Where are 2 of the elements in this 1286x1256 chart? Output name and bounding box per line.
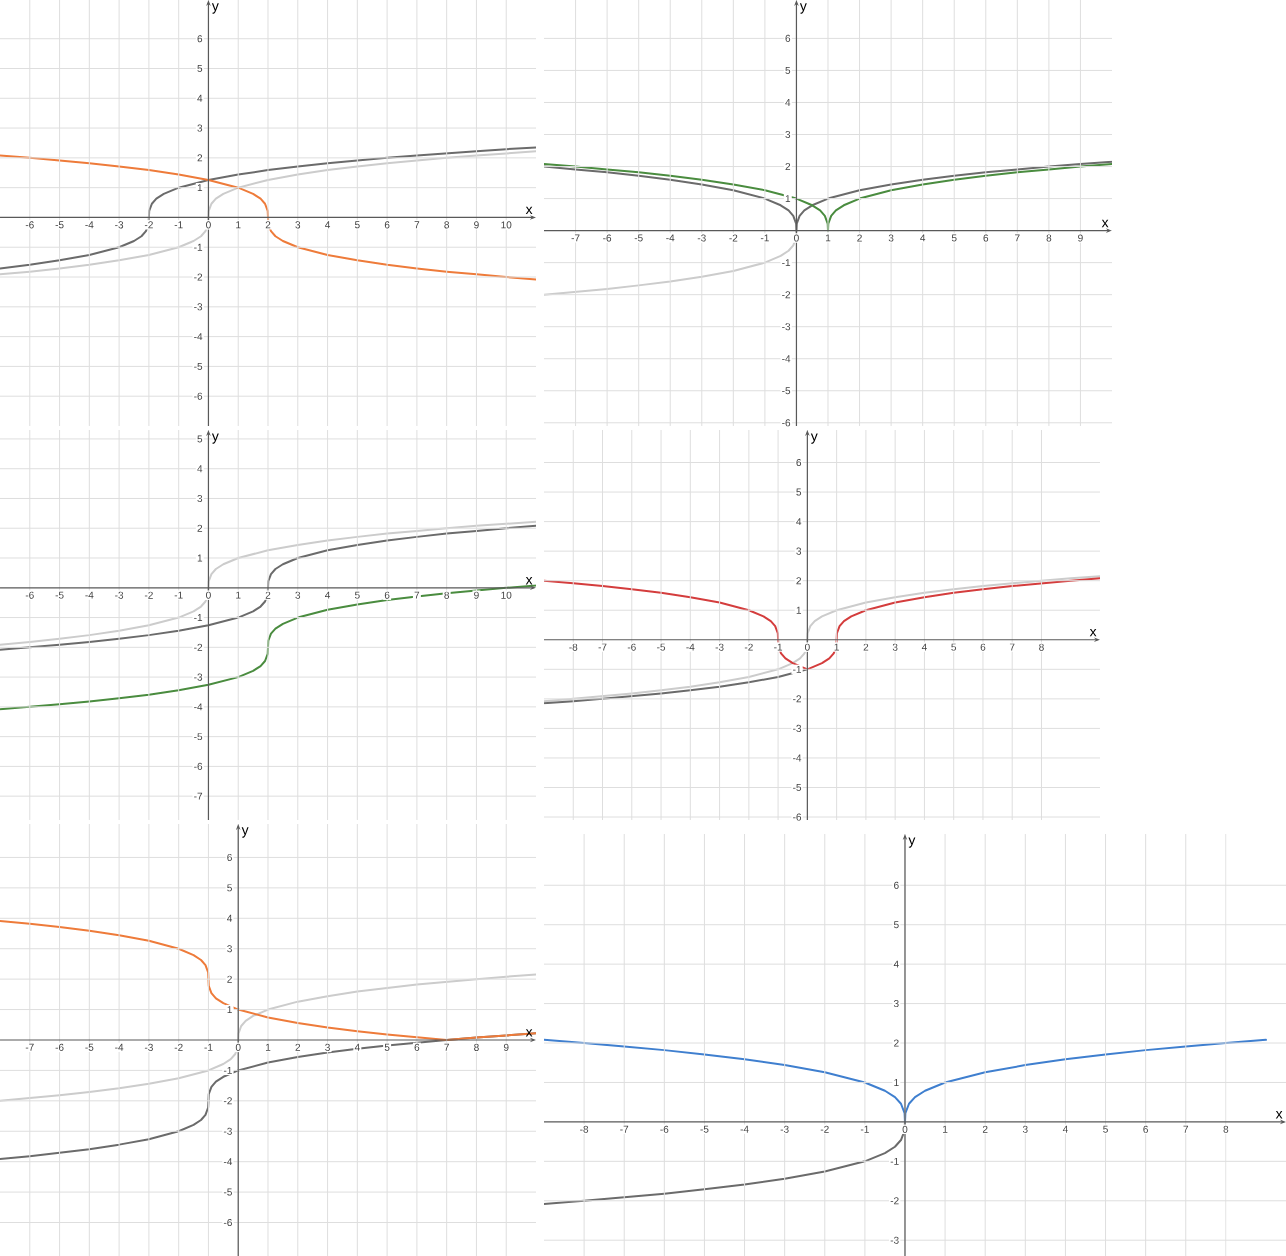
line-series: [0, 920, 536, 1041]
line-series: [0, 584, 536, 711]
